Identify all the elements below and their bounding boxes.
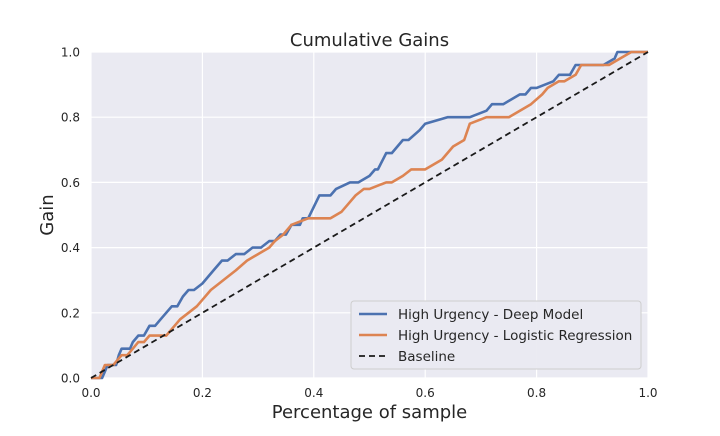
x-axis-label: Percentage of sample [272,402,468,423]
y-tick-label: 0.0 [61,372,80,386]
y-tick-label: 0.2 [61,306,80,320]
legend-label: High Urgency - Deep Model [398,307,583,323]
legend-label: Baseline [398,349,455,365]
x-tick-label: 0.8 [527,386,546,400]
x-tick-label: 0.4 [304,386,323,400]
y-tick-label: 0.6 [61,176,80,190]
x-tick-label: 0.2 [193,386,212,400]
y-tick-label: 1.0 [61,46,80,60]
series-line-high-urgency-logistic-regression [91,50,648,380]
series-line-baseline [90,51,649,379]
legend: High Urgency - Deep Model High Urgency - … [350,300,642,370]
axis-ticks: 0.0 0.2 0.4 0.6 0.8 1.0 0.0 0.2 0.4 0.6 0.8 1.0 [61,46,658,401]
x-tick-label: 1.0 [638,386,657,400]
legend-box [350,300,642,370]
x-tick-label: 0.6 [416,386,435,400]
grid-lines [90,51,649,379]
legend-label: High Urgency - Logistic Regression [398,328,632,344]
y-axis-label: Gain [37,194,58,235]
x-tick-label: 0.0 [81,386,100,400]
y-tick-label: 0.8 [61,111,80,125]
series-lines [90,50,649,380]
chart-title: Cumulative Gains [290,30,449,51]
y-tick-label: 0.4 [61,241,80,255]
